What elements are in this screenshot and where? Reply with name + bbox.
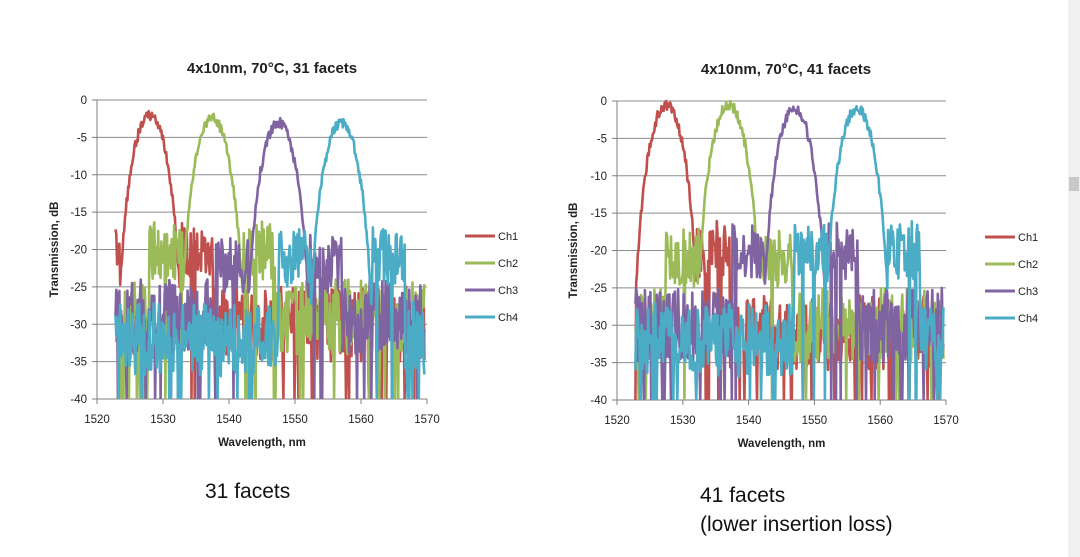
x-tick-label: 1540 xyxy=(736,415,762,427)
legend-label-ch4: Ch4 xyxy=(498,312,518,324)
chart-title: 4x10nm, 70°C, 41 facets xyxy=(701,61,871,78)
scrollbar-thumb[interactable] xyxy=(1069,177,1079,191)
series-line-ch3 xyxy=(634,105,945,400)
legend-label-ch1: Ch1 xyxy=(1018,232,1038,244)
legend-label-ch4: Ch4 xyxy=(1018,313,1038,325)
x-tick-label: 1540 xyxy=(216,414,242,426)
legend-label-ch3: Ch3 xyxy=(1018,286,1038,298)
y-tick-label: -5 xyxy=(597,133,607,145)
y-tick-label: -30 xyxy=(70,319,87,331)
y-tick-label: 0 xyxy=(81,95,87,107)
y-tick-label: 0 xyxy=(601,96,607,108)
chart-41-facets: 4x10nm, 70°C, 41 facets 0 -5 -10 -15 -20 -25 -3… xyxy=(568,61,1038,450)
legend-label-ch1: Ch1 xyxy=(498,231,518,243)
y-tick-label: -5 xyxy=(77,132,87,144)
chart-31-facets: 4x10nm, 70°C, 31 facets 0 -5 -10 -15 -20 -25 -3… xyxy=(49,60,518,449)
x-tick-label: 1550 xyxy=(802,415,828,427)
x-tick-label: 1570 xyxy=(933,415,959,427)
series-line-ch4 xyxy=(634,105,945,400)
y-tick-label: -20 xyxy=(70,245,87,257)
series-line-ch2 xyxy=(634,99,945,400)
x-tick-label: 1520 xyxy=(84,414,110,426)
caption-lower-insertion-loss: (lower insertion loss) xyxy=(700,513,893,536)
legend-label-ch3: Ch3 xyxy=(498,285,518,297)
y-tick-label: -15 xyxy=(70,207,87,219)
y-tick-label: -20 xyxy=(590,246,607,258)
x-tick-label: 1560 xyxy=(348,414,374,426)
legend-label-ch2: Ch2 xyxy=(1018,259,1038,271)
caption-31-facets: 31 facets xyxy=(205,480,291,503)
chart-title: 4x10nm, 70°C, 31 facets xyxy=(187,60,357,77)
x-tick-label: 1520 xyxy=(604,415,630,427)
series-line-ch4 xyxy=(114,118,426,399)
legend-label-ch2: Ch2 xyxy=(498,258,518,270)
y-tick-label: -25 xyxy=(590,283,607,295)
y-tick-label: -10 xyxy=(70,170,87,182)
caption-41-facets: 41 facets xyxy=(700,484,786,507)
y-axis-label: Transmission, dB xyxy=(49,202,61,298)
y-tick-label: -40 xyxy=(70,394,87,406)
x-axis-label: Wavelength, nm xyxy=(738,438,826,450)
y-axis-label: Transmission, dB xyxy=(568,203,580,299)
vertical-scrollbar[interactable] xyxy=(1068,0,1080,557)
y-tick-label: -25 xyxy=(70,282,87,294)
y-tick-label: -15 xyxy=(590,208,607,220)
x-tick-label: 1530 xyxy=(150,414,176,426)
x-tick-label: 1530 xyxy=(670,415,696,427)
y-tick-label: -35 xyxy=(590,358,607,370)
x-tick-label: 1570 xyxy=(414,414,440,426)
y-tick-label: -10 xyxy=(590,171,607,183)
x-tick-label: 1550 xyxy=(282,414,308,426)
y-tick-label: -35 xyxy=(70,357,87,369)
y-tick-label: -40 xyxy=(590,395,607,407)
y-tick-label: -30 xyxy=(590,320,607,332)
x-tick-label: 1560 xyxy=(867,415,893,427)
x-axis-label: Wavelength, nm xyxy=(218,437,306,449)
